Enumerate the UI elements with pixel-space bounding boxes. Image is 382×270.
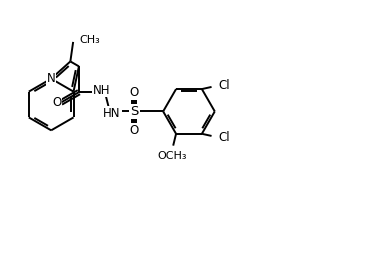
Text: O: O bbox=[130, 86, 139, 99]
Text: O: O bbox=[130, 124, 139, 137]
Text: S: S bbox=[130, 105, 139, 118]
Text: O: O bbox=[52, 96, 61, 109]
Text: HN: HN bbox=[103, 107, 121, 120]
Text: CH₃: CH₃ bbox=[79, 35, 100, 45]
Text: Cl: Cl bbox=[218, 131, 230, 144]
Text: NH: NH bbox=[93, 83, 110, 97]
Text: OCH₃: OCH₃ bbox=[158, 151, 187, 161]
Text: N: N bbox=[47, 72, 55, 85]
Text: Cl: Cl bbox=[218, 79, 230, 92]
